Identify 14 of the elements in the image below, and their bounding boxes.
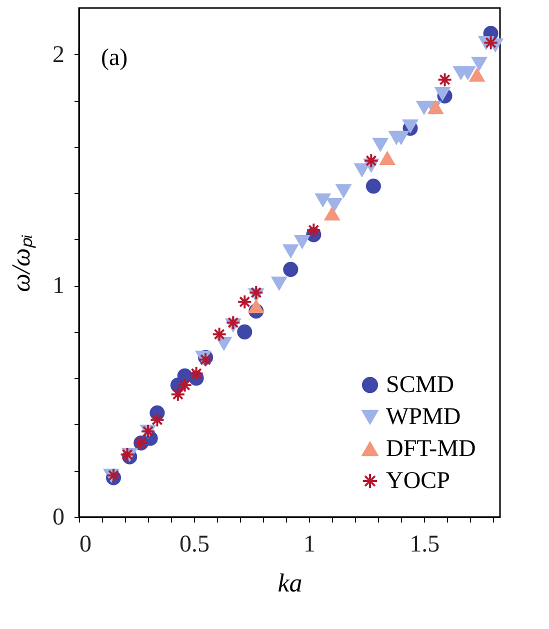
y-tick-label: 0: [52, 504, 64, 530]
legend-label: WPMD: [386, 404, 461, 430]
x-tick-label: 1: [304, 532, 316, 558]
legend-label: DFT-MD: [386, 436, 476, 462]
x-tick-label: 0: [80, 532, 92, 558]
x-axis-title: ka: [278, 568, 302, 598]
y-axis-title: ω/ωₚᵢ: [6, 234, 36, 292]
x-tick-label: 0.5: [180, 532, 210, 558]
annotation: (a): [101, 45, 128, 71]
legend-label: SCMD: [386, 372, 454, 398]
y-tick-label: 2: [52, 42, 64, 68]
legend-label: YOCP: [386, 468, 450, 494]
y-tick-label: 1: [52, 273, 64, 300]
x-tick-label: 1.5: [410, 532, 440, 558]
